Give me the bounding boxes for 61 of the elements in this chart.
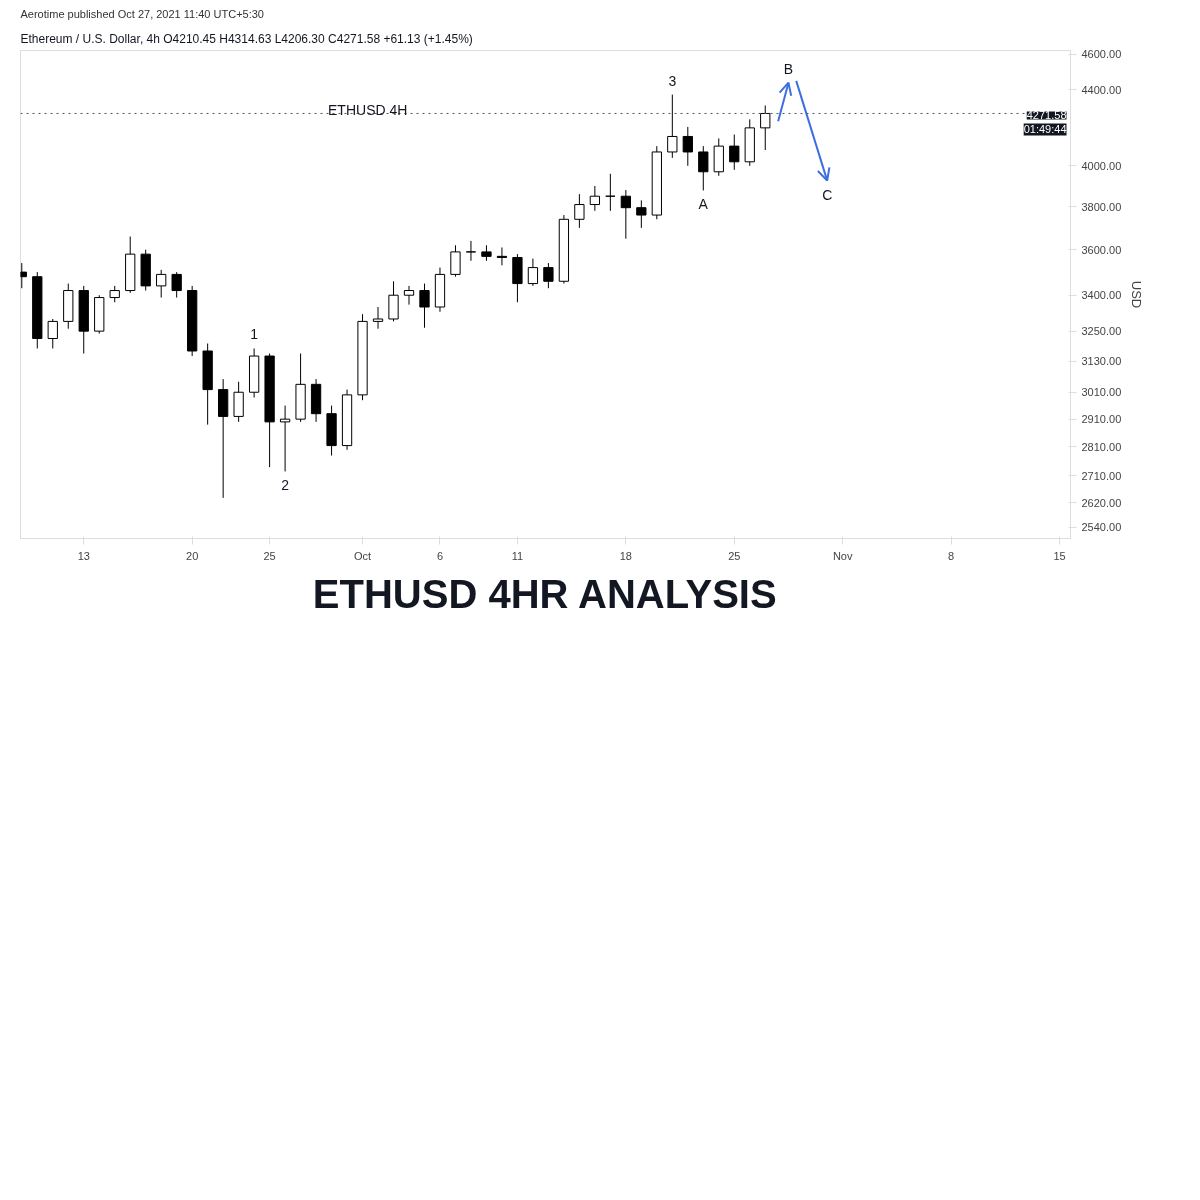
y-tick-label: 2910.00 [1081,413,1122,426]
candlestick [682,126,693,167]
annotation: C [822,186,833,203]
candlestick [667,94,678,159]
annotation: 01:49:44 [1023,123,1067,136]
y-axis-title: USD [1129,280,1145,309]
candlestick [574,193,585,229]
candlestick [605,173,616,212]
annotation: ETHUSD 4H [328,102,408,119]
x-tick-label: 6 [436,549,444,562]
y-tick-label: 3400.00 [1081,289,1122,302]
text: Aerotime published Oct 27, 2021 11:40 UTC+5:30 [20,7,264,20]
y-tick-label: 2540.00 [1081,521,1122,534]
y-tick-label: 2620.00 [1081,496,1122,509]
y-tick-label: 4600.00 [1081,48,1122,61]
candlestick [729,134,740,171]
x-tick-label: 18 [619,549,632,562]
y-tick-label: 3600.00 [1081,243,1122,256]
x-tick-label: Nov [832,549,853,562]
chart-subtitle: Ethereum / U.S. Dollar, 4h O4210.45 H4314.63 L4206.30 C4271.58 +61.13 (+1.45%) [20,31,473,46]
annotation: 3 [668,72,677,89]
y-tick-label: 4000.00 [1081,159,1122,172]
candlestick [589,185,601,212]
candlestick [527,258,539,287]
candlestick [698,145,709,191]
candlestick [279,405,291,472]
candlestick [620,189,631,240]
candlestick [156,269,167,299]
x-tick-label: Oct [353,549,372,562]
x-tick-label: 13 [77,549,90,562]
text: ETHUSD 4HR ANALYSIS [312,571,777,616]
y-tick-label: 3250.00 [1081,325,1122,338]
x-tick-label: 11 [511,549,524,562]
candlestick [636,199,647,229]
y-tick-label: 4400.00 [1081,83,1122,96]
annotation: 2 [281,477,290,494]
candlestick [450,244,461,278]
candlestick [419,283,430,329]
y-tick-label: 2810.00 [1081,441,1122,453]
candlestick [496,246,508,266]
y-tick-label: 3800.00 [1081,200,1122,213]
annotation: B [783,60,794,77]
candlestick [760,104,771,151]
candlestick [47,318,58,349]
x-tick-label: 8 [948,549,955,562]
annotation: A [698,196,709,213]
candlestick [403,285,415,306]
x-tick-label: 25 [728,549,741,562]
ref-line-label: 4271.58 [1026,109,1067,122]
y-tick-label: 3130.00 [1081,355,1122,368]
y-tick-label: 2710.00 [1081,469,1122,482]
candlestick [543,262,554,289]
candlestick [372,306,384,330]
candlestick [465,240,477,262]
x-tick-label: 25 [263,549,276,562]
x-tick-label: 15 [1053,549,1066,562]
x-tick-label: 20 [186,549,199,562]
y-tick-label: 3010.00 [1081,386,1122,399]
candlestick [171,271,182,299]
candlestick [388,280,399,322]
annotation: 1 [250,326,259,343]
